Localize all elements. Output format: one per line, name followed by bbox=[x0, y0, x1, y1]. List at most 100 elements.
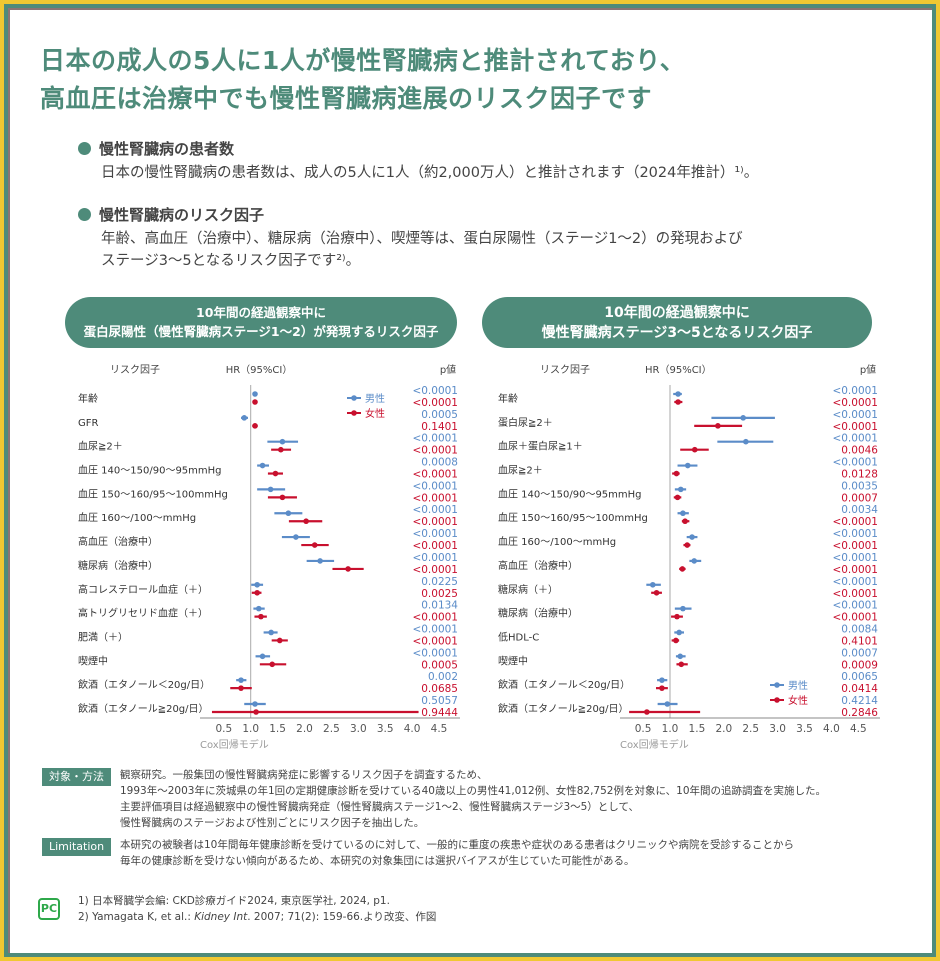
x-tick-label: 4.5 bbox=[431, 723, 448, 735]
ref-authors: 2) Yamagata K, et al.: bbox=[78, 911, 195, 923]
male-hr-point bbox=[252, 701, 258, 707]
legend-male-marker bbox=[774, 682, 780, 688]
legend-female-marker bbox=[774, 697, 780, 703]
text-line: 毎年の健康診断を受けない傾向があるため、本研究の対象集団には選択バイアスが生じて… bbox=[120, 855, 635, 867]
female-p-value: <0.0001 bbox=[412, 635, 458, 647]
male-p-value: 0.002 bbox=[428, 671, 458, 683]
x-tick-label: 2.5 bbox=[323, 723, 340, 735]
female-hr-point bbox=[279, 494, 286, 501]
x-tick-label: 4.0 bbox=[823, 723, 840, 735]
female-p-value: <0.0001 bbox=[832, 564, 878, 576]
methods-text: 観察研究。一般集団の慢性腎臓病発症に影響するリスク因子を調査するため、 1993年… bbox=[120, 767, 826, 831]
x-tick-label: 1.5 bbox=[269, 723, 286, 735]
x-tick-label: 4.5 bbox=[850, 723, 867, 735]
female-hr-point bbox=[678, 661, 685, 668]
female-hr-point bbox=[659, 685, 665, 691]
male-p-value: <0.0001 bbox=[412, 433, 458, 445]
forest-plot-left: リスク因子 HR（95%CI） p値 0.5 1.0 1.5 2.0 2.5 3.0 3.5 4.0… bbox=[78, 363, 460, 751]
heading-text: 慢性腎臓病の患者数 bbox=[99, 140, 235, 158]
x-tick-label: 1.0 bbox=[242, 723, 259, 735]
factor-label: 高血圧（治療中） bbox=[498, 559, 578, 572]
female-p-value: 0.2846 bbox=[841, 707, 878, 719]
female-p-value: 0.0685 bbox=[421, 683, 458, 695]
female-hr-point bbox=[674, 494, 681, 501]
male-p-value: 0.0065 bbox=[841, 671, 878, 683]
legend-male-label: 男性 bbox=[365, 392, 385, 405]
female-hr-point bbox=[254, 589, 260, 596]
female-p-value: <0.0001 bbox=[832, 516, 878, 528]
forest-plot-right: リスク因子 HR（95%CI） p値 0.5 1.0 1.5 2.0 2.5 3.0 3.5 4.0… bbox=[498, 363, 880, 751]
female-p-value: 0.0005 bbox=[421, 659, 458, 671]
male-p-value: <0.0001 bbox=[832, 409, 878, 421]
female-p-value: 0.1401 bbox=[421, 421, 458, 433]
male-p-value: 0.0134 bbox=[421, 600, 458, 612]
factor-label: 血尿≧2＋ bbox=[78, 440, 123, 453]
male-hr-point bbox=[238, 677, 244, 683]
ref-journal: Kidney Int bbox=[194, 911, 248, 923]
col-header-hr: HR（95%CI） bbox=[226, 364, 293, 376]
factor-label: 飲酒（エタノール≧20g/日） bbox=[498, 702, 629, 715]
x-tick-label: 1.0 bbox=[662, 723, 679, 735]
female-p-value: <0.0001 bbox=[832, 397, 878, 409]
page-title: 日本の成人の5人に1人が慢性腎臓病と推計されており、 高血圧は治療中でも慢性腎臓… bbox=[40, 42, 685, 118]
legend-female-label: 女性 bbox=[365, 407, 385, 420]
female-hr-point bbox=[238, 685, 244, 691]
female-p-value: 0.0128 bbox=[841, 469, 878, 481]
male-hr-point bbox=[259, 462, 266, 469]
x-tick-label: 3.0 bbox=[350, 723, 367, 735]
male-hr-point bbox=[241, 415, 248, 421]
male-hr-point bbox=[740, 415, 746, 421]
chart-left-title: 10年間の経過観察中に 蛋白尿陽性（慢性腎臓病ステージ1〜2）が発現するリスク因子 bbox=[65, 297, 457, 348]
female-hr-point bbox=[691, 446, 698, 453]
references: 1) 日本腎臓学会編: CKD診療ガイド2024, 東京医学社, 2024, p… bbox=[78, 893, 436, 925]
female-p-value: 0.0007 bbox=[841, 492, 878, 504]
bullet-heading-patients: 慢性腎臓病の患者数 bbox=[78, 138, 234, 159]
legend-female-label: 女性 bbox=[788, 694, 808, 707]
female-p-value: <0.0001 bbox=[412, 516, 458, 528]
male-p-value: 0.0005 bbox=[421, 409, 458, 421]
male-hr-point bbox=[317, 558, 323, 564]
legend-female-marker bbox=[351, 410, 357, 416]
bullet-text-patients: 日本の慢性腎臓病の患者数は、成人の5人に1人（約2,000万人）と推計されます（… bbox=[101, 162, 758, 184]
col-header-hr: HR（95%CI） bbox=[645, 364, 712, 376]
male-hr-point bbox=[684, 462, 691, 469]
factor-label: 高血圧（治療中） bbox=[78, 535, 158, 548]
reference-1: 1) 日本腎臓学会編: CKD診療ガイド2024, 東京医学社, 2024, p… bbox=[78, 895, 390, 907]
limitation-badge: Limitation bbox=[42, 838, 112, 856]
female-hr-point bbox=[253, 709, 259, 715]
male-hr-point bbox=[680, 605, 686, 612]
female-hr-point bbox=[684, 542, 691, 548]
female-hr-point bbox=[673, 637, 679, 644]
title-line: 10年間の経過観察中に bbox=[604, 305, 750, 321]
male-p-value: <0.0001 bbox=[412, 480, 458, 492]
title-line-2: 高血圧は治療中でも慢性腎臓病進展のリスク因子です bbox=[40, 84, 653, 113]
x-tick-label: 0.5 bbox=[215, 723, 232, 735]
female-hr-point bbox=[303, 518, 309, 525]
x-axis-label: Cox回帰モデル bbox=[620, 738, 689, 751]
female-hr-point bbox=[345, 566, 351, 572]
x-tick-label: 2.5 bbox=[742, 723, 759, 735]
male-p-value: 0.0225 bbox=[421, 576, 458, 588]
female-p-value: 0.9444 bbox=[421, 707, 458, 719]
factor-label: GFR bbox=[78, 418, 99, 429]
x-tick-label: 1.5 bbox=[689, 723, 706, 735]
male-p-value: <0.0001 bbox=[832, 600, 878, 612]
factor-label: 飲酒（エタノール≧20g/日） bbox=[78, 702, 209, 715]
legend-male-label: 男性 bbox=[788, 679, 808, 692]
bullet-heading-risk: 慢性腎臓病のリスク因子 bbox=[78, 204, 264, 225]
text-line: 年齢、高血圧（治療中）、糖尿病（治療中）、喫煙等は、蛋白尿陽性（ステージ1〜2）… bbox=[101, 231, 743, 247]
female-hr-point bbox=[673, 470, 680, 477]
male-p-value: <0.0001 bbox=[412, 528, 458, 540]
text-line: 観察研究。一般集団の慢性腎臓病発症に影響するリスク因子を調査するため、 bbox=[120, 769, 488, 781]
female-p-value: <0.0001 bbox=[412, 492, 458, 504]
text-line: 日本の慢性腎臓病の患者数は、成人の5人に1人（約2,000万人）と推計されます（… bbox=[101, 165, 759, 181]
female-hr-point bbox=[258, 613, 264, 620]
bullet-dot-icon bbox=[78, 142, 91, 155]
female-p-value: <0.0001 bbox=[832, 612, 878, 624]
male-hr-point bbox=[677, 653, 684, 660]
x-tick-label: 2.0 bbox=[715, 723, 732, 735]
male-p-value: <0.0001 bbox=[412, 647, 458, 659]
heading-text: 慢性腎臓病のリスク因子 bbox=[99, 206, 265, 224]
pc-logo: PC bbox=[38, 898, 60, 920]
female-hr-point bbox=[682, 518, 688, 525]
